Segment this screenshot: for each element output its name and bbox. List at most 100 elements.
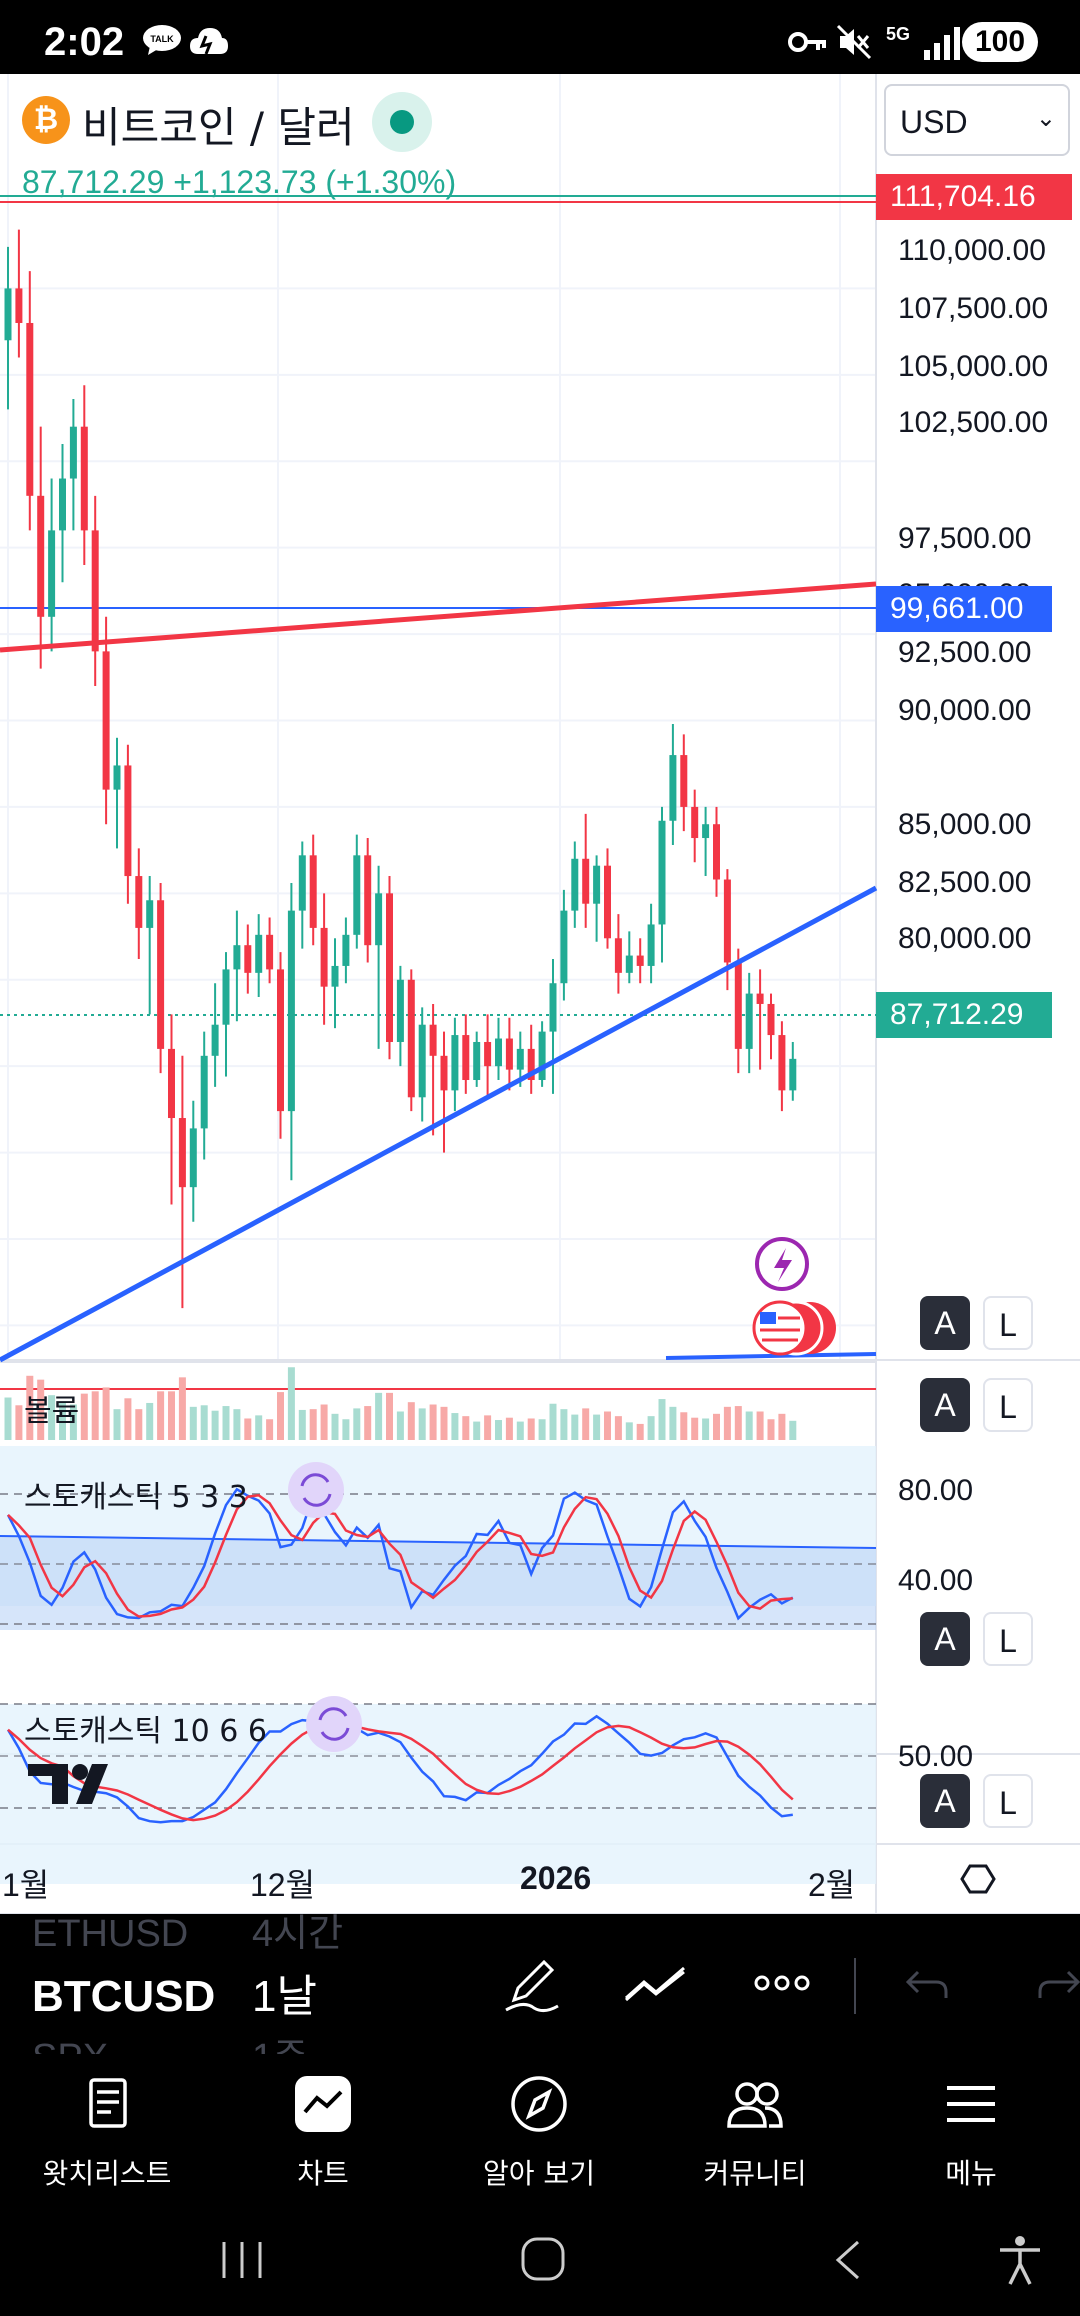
candle-body — [473, 1041, 481, 1081]
home-icon[interactable] — [520, 2236, 566, 2282]
volume-bar — [255, 1415, 263, 1440]
volume-bar — [789, 1420, 797, 1440]
volume-bar — [669, 1406, 677, 1440]
candle-body — [353, 855, 361, 935]
watchlist-icon — [89, 2078, 127, 2128]
candle-body — [211, 1024, 219, 1056]
status-time: 2:02 — [44, 20, 125, 64]
stoch2-log-scale-button[interactable]: L — [983, 1774, 1033, 1828]
volume-bar — [277, 1392, 284, 1440]
chart-panel[interactable]: ₿ 비트코인 / 달러 USD ⌄ 87,712.29 +1,123.73 (+… — [0, 74, 1080, 1914]
community-icon — [727, 2082, 783, 2128]
candle-body — [168, 1048, 175, 1119]
volume-bar — [266, 1419, 274, 1440]
symbol-interval: 1날 — [252, 1972, 317, 2021]
stoch2-k-line — [6, 1714, 793, 1824]
chart-grid — [0, 74, 876, 1360]
draw-pen-icon[interactable] — [504, 1954, 560, 2014]
candle-body — [505, 1038, 513, 1070]
stoch1-axis-label: 80.00 — [898, 1474, 974, 1507]
volume-log-scale-button[interactable]: L — [983, 1378, 1033, 1432]
stoch1-auto-scale-button[interactable]: A — [920, 1612, 970, 1666]
nav-chart[interactable]: 차트 — [218, 2064, 428, 2204]
candle-body — [178, 1118, 186, 1188]
nav-watchlist[interactable]: 왓치리스트 — [2, 2064, 212, 2204]
candle-body — [658, 820, 666, 925]
trend-tools-icon[interactable] — [624, 1964, 688, 2004]
volume-bar — [4, 1397, 12, 1440]
undo-icon[interactable] — [904, 1968, 950, 2002]
candle-body — [571, 858, 579, 911]
auto-scale-button[interactable]: A — [920, 1296, 970, 1350]
volume-bar — [59, 1402, 66, 1440]
blue-trendline — [0, 885, 878, 1363]
candle-body — [298, 855, 306, 911]
network-type: 5G — [886, 24, 911, 44]
symbol-list-item[interactable]: SPX1주 — [32, 2026, 308, 2054]
volume-bar — [91, 1391, 99, 1440]
price-info: 87,712.29 +1,123.73 (+1.30%) — [22, 164, 456, 201]
stoch2-auto-scale-button[interactable]: A — [920, 1774, 970, 1828]
volume-bar — [396, 1411, 404, 1440]
candle-body — [669, 755, 677, 821]
stoch1-log-scale-button[interactable]: L — [983, 1612, 1033, 1666]
candle-body — [15, 288, 23, 323]
candle-body — [778, 1035, 786, 1091]
signal-icon — [924, 27, 960, 60]
volume-bar — [549, 1403, 557, 1440]
chart-canvas[interactable] — [0, 74, 1080, 1914]
accessibility-icon[interactable] — [996, 2234, 1044, 2286]
nav-label: 알아 보기 — [483, 2157, 595, 2190]
price-axis-label: 97,500.00 — [898, 522, 1032, 555]
symbol-list-item[interactable]: ETHUSD 4시간 — [32, 1914, 343, 1957]
candle-body — [113, 765, 121, 790]
volume-bar — [538, 1419, 546, 1440]
symbol-header[interactable]: ₿ 비트코인 / 달러 — [0, 74, 876, 166]
volume-bar — [593, 1414, 601, 1440]
high-price-tag: 111,704.16 — [876, 174, 1072, 220]
volume-bar — [168, 1391, 175, 1440]
nav-explore[interactable]: 알아 보기 — [434, 2064, 644, 2204]
recent-apps-icon[interactable] — [218, 2240, 268, 2280]
volume-bar — [37, 1379, 45, 1440]
compass-icon — [511, 2076, 567, 2132]
nav-community[interactable]: 커뮤니티 — [650, 2064, 860, 2204]
candle-body — [767, 1003, 775, 1036]
chart-toolbar: ETHUSD 4시간 BTCUSD 1날 SPX1주 — [0, 1914, 1080, 2054]
candle-body — [342, 934, 350, 966]
volume-pane-title: 볼륨 — [24, 1394, 80, 1429]
mute-icon — [836, 24, 872, 60]
candle-body — [244, 945, 252, 973]
more-icon[interactable] — [754, 1972, 810, 1994]
chart-icon — [295, 2076, 351, 2132]
candle-body — [614, 938, 622, 973]
market-status-icon[interactable] — [372, 92, 432, 152]
currency-select[interactable]: USD ⌄ — [884, 84, 1070, 156]
candle-body — [200, 1055, 208, 1129]
redo-icon[interactable] — [1036, 1968, 1080, 2002]
candle-body — [102, 651, 110, 790]
volume-bar — [157, 1391, 165, 1440]
nav-menu[interactable]: 메뉴 — [866, 2064, 1076, 2204]
price-change: +1,123.73 — [173, 164, 317, 200]
stoch1-axis-label: 40.00 — [898, 1564, 974, 1597]
back-icon[interactable] — [830, 2238, 864, 2282]
red-trendline — [0, 581, 877, 653]
volume-bar — [767, 1419, 775, 1440]
candle-body — [756, 993, 764, 1004]
log-scale-button[interactable]: L — [983, 1296, 1033, 1350]
volume-bar — [48, 1395, 56, 1440]
candle-body — [255, 934, 263, 973]
candle-body — [59, 478, 66, 531]
candle-body — [287, 910, 295, 1112]
candle-body — [233, 945, 241, 970]
symbol-title[interactable]: 비트코인 / 달러 — [82, 103, 355, 152]
volume-auto-scale-button[interactable]: A — [920, 1378, 970, 1432]
candles-group — [4, 229, 797, 1309]
symbol-picker[interactable]: ETHUSD 4시간 BTCUSD 1날 SPX1주 — [0, 1914, 480, 2054]
candle-body — [69, 426, 77, 479]
us-flag-events-icon — [752, 1300, 836, 1356]
tradingview-logo-icon — [28, 1764, 108, 1804]
nav-label: 커뮤니티 — [703, 2157, 807, 2190]
symbol-list-item-active[interactable]: BTCUSD 1날 — [32, 1960, 317, 2024]
